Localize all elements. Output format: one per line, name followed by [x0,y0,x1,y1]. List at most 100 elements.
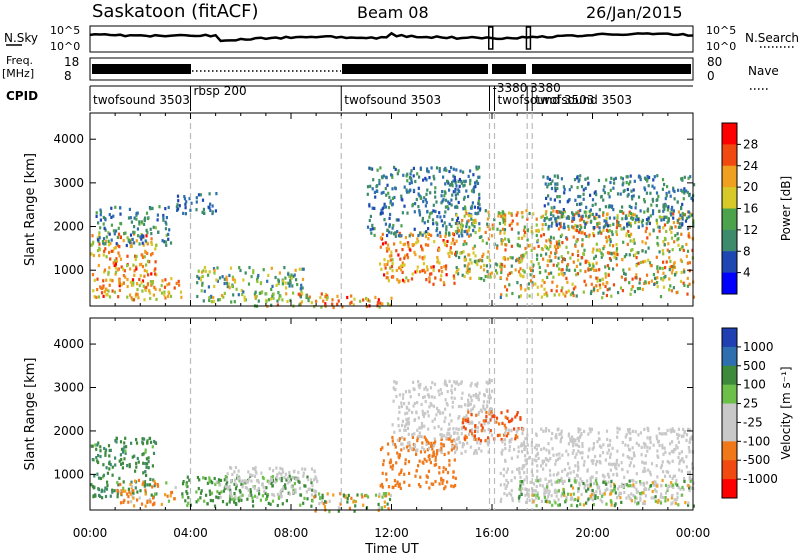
velocity-cell [438,393,441,397]
power-cell [455,168,458,172]
power-region-3 [175,192,218,216]
velocity-cell [632,483,635,487]
power-colorbar-segment [722,251,737,274]
velocity-cell [96,459,99,463]
velocity-cell [643,427,646,431]
power-cell [401,198,404,202]
power-cell [497,214,500,218]
power-cell [595,261,598,265]
velocity-cell [676,436,679,440]
velocity-cell [448,463,451,467]
power-cell [447,252,450,256]
power-cell [455,184,458,188]
power-cell [636,287,639,291]
power-cell [641,240,644,244]
power-cell [545,239,548,243]
power-cell [650,279,653,283]
power-cell [672,186,675,190]
power-cell [662,203,665,207]
power-cell [635,251,638,255]
power-cell [96,236,99,240]
velocity-cell [479,439,483,443]
power-cell [587,235,590,239]
velocity-cell [440,433,443,437]
power-cell [435,229,438,233]
velocity-cell [507,481,510,485]
power-cell [137,296,140,300]
power-cell [341,305,344,309]
velocity-cell [95,447,98,451]
velocity-cell [431,419,434,423]
velocity-cell [536,493,539,497]
velocity-cell [492,414,495,418]
velocity-cell [604,488,607,492]
velocity-cell [563,479,566,483]
nsky-tick-high: 10^5 [50,24,80,37]
power-cell [610,294,613,298]
power-cell [386,249,389,253]
velocity-cell [630,492,633,496]
power-cell [567,216,570,220]
velocity-cell [649,484,653,488]
velocity-cell [321,493,324,497]
velocity-cell [427,414,430,418]
velocity-cell [690,486,694,490]
velocity-cell [308,487,311,491]
power-cell [388,223,391,227]
power-cell [579,218,582,222]
velocity-cell [127,495,130,499]
velocity-cell [454,444,457,448]
power-cell [463,258,466,262]
power-cell [140,262,143,266]
velocity-cell [632,451,635,455]
power-cell [662,209,665,213]
velocity-cell [428,446,431,450]
power-cell [614,252,618,256]
velocity-cell [533,458,536,462]
velocity-cell [460,432,463,436]
power-colorbar-segment [722,123,737,145]
velocity-cell [111,473,114,477]
power-cell [687,231,690,236]
velocity-cell [599,491,602,495]
power-cell [500,293,503,297]
power-cell [468,253,471,257]
velocity-cell [352,500,355,504]
velocity-cell [407,432,410,436]
power-cell [428,215,431,219]
power-cell [564,294,567,298]
power-cell [114,262,117,266]
velocity-cell [531,473,534,478]
velocity-cell [569,492,572,497]
power-cell [575,239,578,243]
velocity-cell [195,500,198,504]
power-cell [419,231,422,235]
power-cell [554,182,557,186]
power-cell [672,216,675,220]
velocity-cell [141,453,144,457]
velocity-cell [473,449,476,453]
power-cell [208,270,211,274]
power-cell [135,265,138,269]
power-cell [494,262,497,266]
power-cell [491,227,494,231]
power-cell [508,223,511,227]
velocity-cell [364,494,367,498]
power-cell [591,203,594,207]
velocity-cell [577,487,580,491]
power-cell [473,205,476,209]
power-cell [359,299,362,303]
velocity-cell [426,410,429,414]
velocity-cell [603,475,606,479]
velocity-cell [577,449,580,453]
power-cell [541,223,544,227]
velocity-cell [490,410,493,414]
power-cell [628,210,631,214]
velocity-cell [507,432,510,436]
velocity-cell [443,419,446,424]
velocity-colorbar-segment [722,460,737,480]
velocity-cell [660,463,663,467]
power-cell [572,287,575,291]
velocity-cell [517,449,520,454]
velocity-cell [413,443,417,447]
